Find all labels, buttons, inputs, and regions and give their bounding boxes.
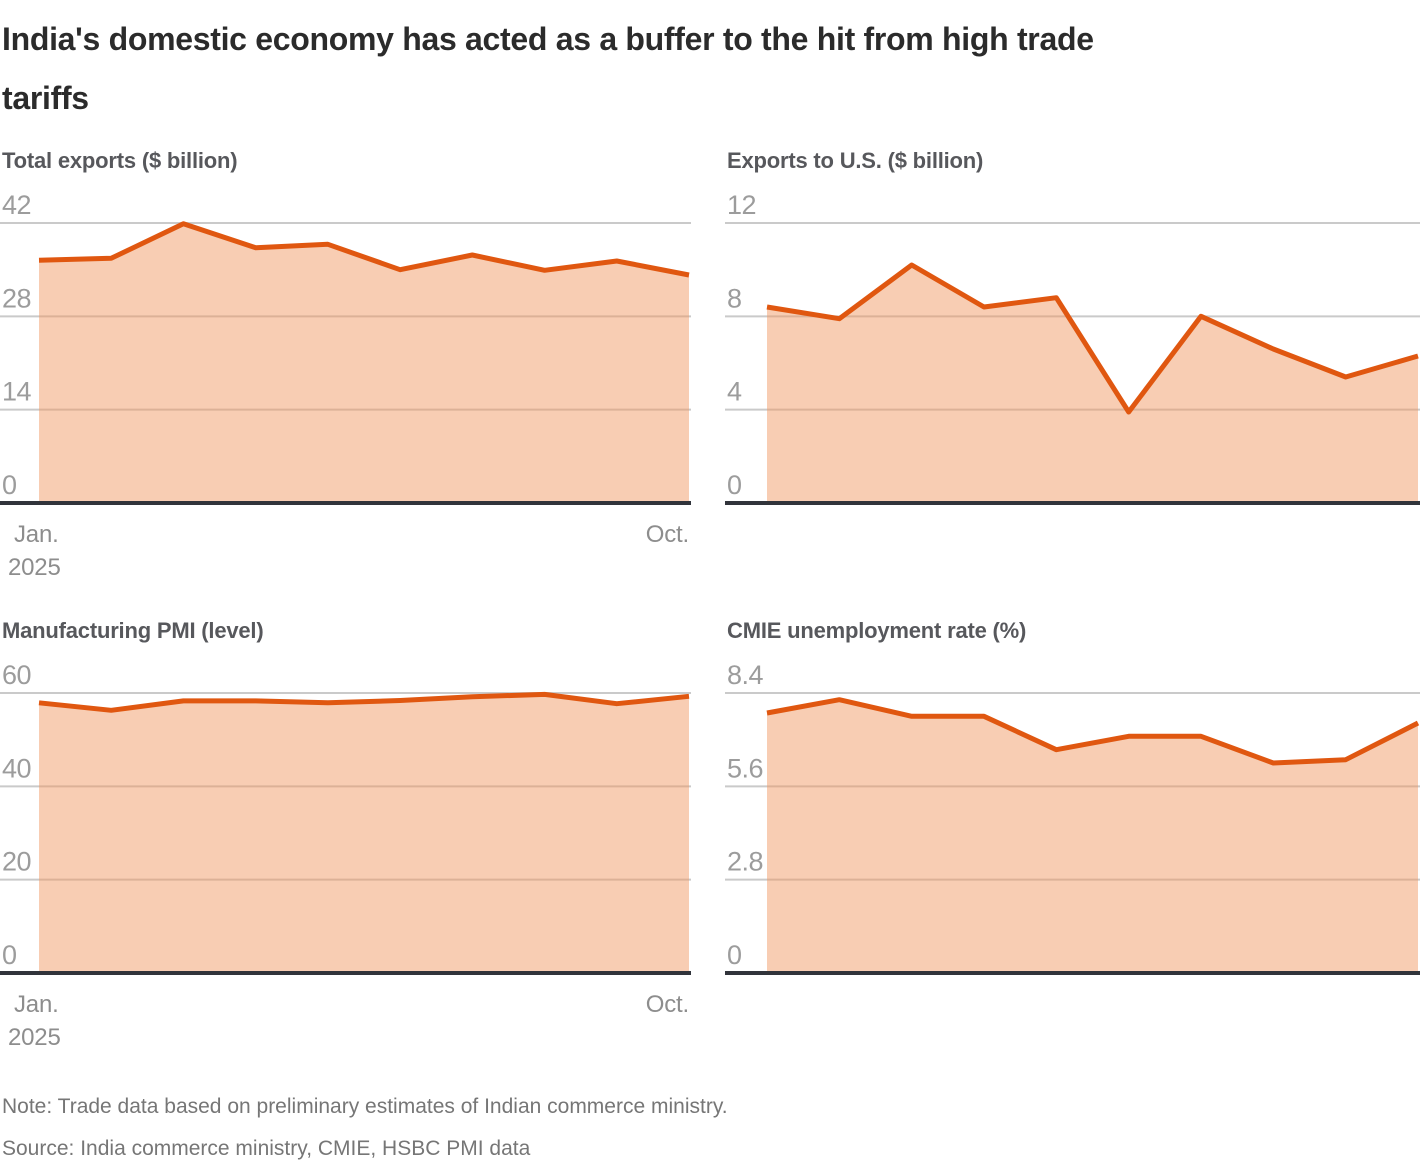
y-tick-label: 28 xyxy=(2,283,31,313)
y-tick-label: 40 xyxy=(2,753,31,783)
x-axis-start-month: Jan. xyxy=(14,991,59,1018)
area-fill xyxy=(39,694,689,973)
y-tick-label: 42 xyxy=(2,190,31,220)
y-tick-label: 5.6 xyxy=(727,753,763,783)
x-axis-labels: Jan. 2025 Oct. xyxy=(0,988,691,1054)
y-tick-label: 0 xyxy=(727,470,742,500)
chart-heading: Total exports ($ billion) xyxy=(2,148,238,173)
note-text: Note: Trade data based on preliminary es… xyxy=(2,1095,728,1118)
chart-exports-to-us: Exports to U.S. ($ billion) 12 8 4 0 xyxy=(725,148,1420,584)
chart-plot: 12 8 4 0 xyxy=(725,190,1420,505)
chart-heading: CMIE unemployment rate (%) xyxy=(727,618,1027,643)
page-title: India's domestic economy has acted as a … xyxy=(0,0,1420,128)
x-axis-end-label: Oct. xyxy=(645,991,689,1018)
y-tick-label: 2.8 xyxy=(727,847,763,877)
charts-grid: Total exports ($ billion) 42 28 14 0 Jan. 2… xyxy=(0,148,1420,1054)
y-tick-label: 0 xyxy=(2,470,17,500)
y-tick-label: 8.4 xyxy=(727,660,764,690)
page-title-line-1: India's domestic economy has acted as a … xyxy=(2,21,1094,57)
y-tick-label: 12 xyxy=(727,190,756,220)
chart-heading: Manufacturing PMI (level) xyxy=(2,618,264,643)
series-line xyxy=(766,262,1419,415)
chart-plot: 8.4 5.6 2.8 0 xyxy=(725,660,1420,975)
y-tick-label: 20 xyxy=(2,847,31,877)
series-line xyxy=(38,691,690,713)
chart-manufacturing-pmi: Manufacturing PMI (level) 60 40 20 0 Jan. 2… xyxy=(0,618,691,1054)
x-axis-start-label: Jan. 2025 xyxy=(0,518,61,584)
x-axis-start-label: Jan. 2025 xyxy=(0,988,61,1054)
page-title-line-2: tariffs xyxy=(2,80,89,116)
area-fill xyxy=(767,265,1418,503)
area-fill xyxy=(39,223,689,503)
series-line xyxy=(38,221,690,278)
chart-plot: 42 28 14 0 xyxy=(0,190,691,505)
y-tick-label: 60 xyxy=(2,660,31,690)
chart-plot: 60 40 20 0 xyxy=(0,660,691,975)
y-tick-label: 8 xyxy=(727,283,742,313)
y-tick-label: 0 xyxy=(2,940,17,970)
series-line xyxy=(766,697,1420,766)
x-axis-start-year: 2025 xyxy=(8,1024,61,1051)
chart-cmie-unemployment: CMIE unemployment rate (%) 8.4 5.6 2.8 0 xyxy=(725,618,1420,1054)
chart-total-exports: Total exports ($ billion) 42 28 14 0 Jan. 2… xyxy=(0,148,691,584)
y-tick-label: 0 xyxy=(727,940,742,970)
source-text: Source: India commerce ministry, CMIE, H… xyxy=(2,1137,531,1160)
x-axis-start-year: 2025 xyxy=(8,554,61,581)
x-axis-labels: Jan. 2025 Oct. xyxy=(0,518,691,584)
x-axis-start-month: Jan. xyxy=(14,521,59,548)
y-tick-label: 14 xyxy=(2,377,32,407)
y-tick-label: 4 xyxy=(727,377,742,407)
chart-heading: Exports to U.S. ($ billion) xyxy=(727,148,984,173)
x-axis-end-label: Oct. xyxy=(645,521,689,548)
area-fill xyxy=(767,699,1418,973)
